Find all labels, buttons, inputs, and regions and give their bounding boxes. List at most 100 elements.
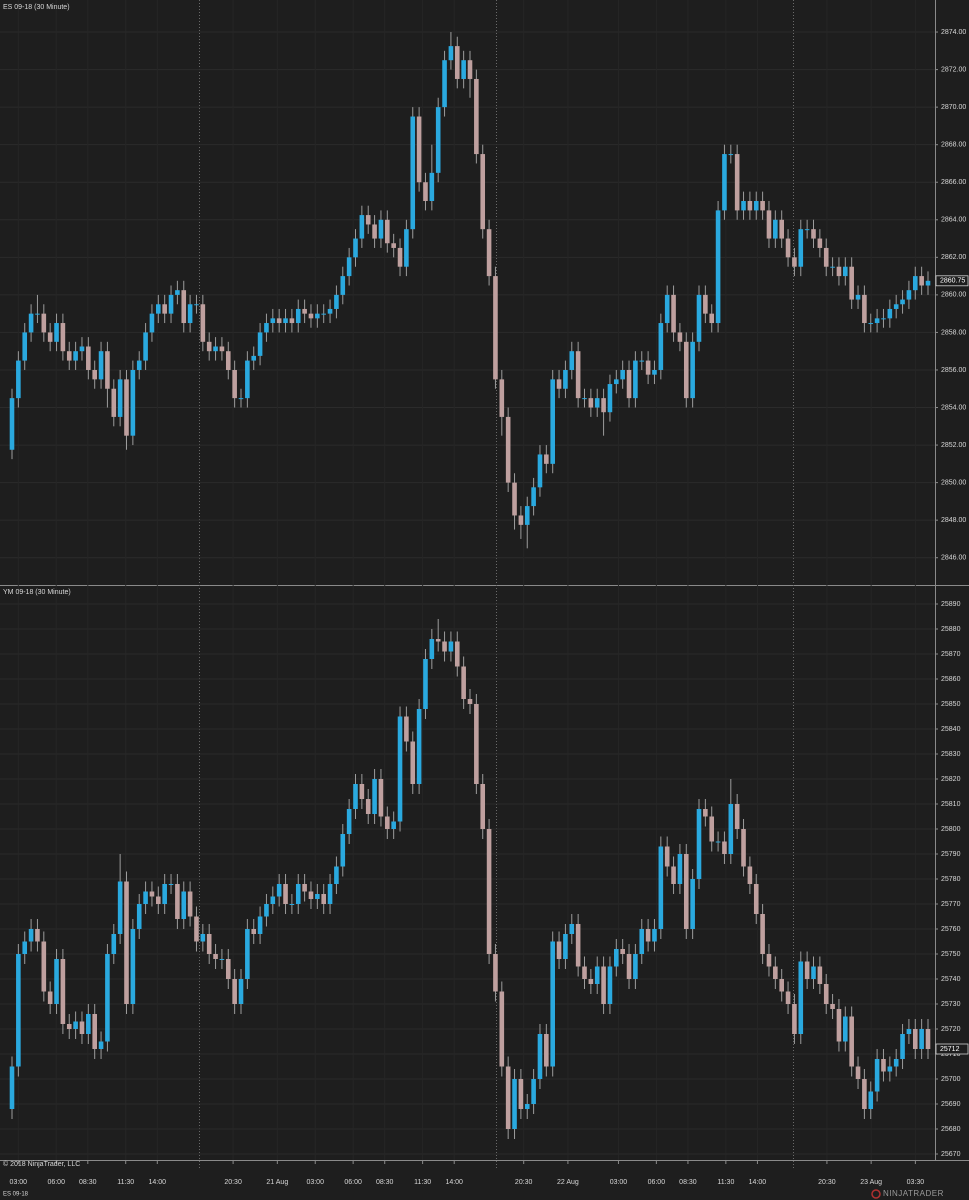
candle-body <box>435 107 441 173</box>
candle-body <box>512 1079 517 1129</box>
candle-body <box>728 154 734 156</box>
candle-body <box>16 954 21 1067</box>
y-tick-label: 25720 <box>941 1026 961 1033</box>
y-tick-label: 2846.00 <box>941 555 966 562</box>
y-tick-label: 2848.00 <box>941 517 966 524</box>
candle-body <box>499 379 505 417</box>
candle-body <box>817 966 823 984</box>
candle-body <box>79 1021 85 1034</box>
candle-body <box>493 276 498 380</box>
candle-body <box>855 1066 861 1079</box>
candle-body <box>225 351 231 370</box>
candle-body <box>766 954 772 967</box>
candle-body <box>677 854 683 884</box>
x-tick-label: 06:00 <box>47 1179 65 1186</box>
candle-body <box>251 929 257 934</box>
candle-body <box>187 304 193 324</box>
candle-body <box>569 924 575 934</box>
candle-body <box>35 929 40 942</box>
candle-body <box>741 201 746 211</box>
candle-body <box>225 959 231 979</box>
candle-body <box>232 369 237 399</box>
candle-body <box>251 355 257 361</box>
candle-body <box>518 515 524 525</box>
candle-body <box>454 641 460 667</box>
candle-body <box>550 379 555 464</box>
candle-body <box>823 984 829 1004</box>
candle-body <box>397 716 403 822</box>
candle-body <box>734 804 740 829</box>
y-tick-label: 25680 <box>941 1126 961 1133</box>
candle-body <box>359 784 365 799</box>
x-tick-label: 03:30 <box>907 1179 925 1186</box>
candle-body <box>442 60 447 108</box>
candle-body <box>906 1029 912 1034</box>
candle-body <box>340 276 346 295</box>
candle-body <box>22 332 28 361</box>
candle-body <box>620 369 625 380</box>
candle-body <box>308 313 314 319</box>
candle-body <box>289 904 295 905</box>
candle-body <box>124 379 129 436</box>
candle-body <box>54 323 59 342</box>
candle-body <box>582 966 587 979</box>
candle-body <box>111 934 117 954</box>
candle-body <box>60 323 66 352</box>
candle-body <box>760 201 765 211</box>
y-tick-label: 2850.00 <box>941 479 966 486</box>
candle-body <box>92 369 97 380</box>
x-tick-label: 03:00 <box>10 1179 28 1186</box>
candle-body <box>874 318 880 324</box>
y-tick-label: 25690 <box>941 1101 961 1108</box>
candle-body <box>715 841 721 843</box>
candle-body <box>200 304 206 342</box>
candle-body <box>9 1066 15 1109</box>
candle-body <box>798 961 804 1034</box>
candle-body <box>206 934 212 954</box>
candle-body <box>302 308 307 314</box>
candle-body <box>575 924 581 967</box>
x-tick-label: 08:30 <box>376 1179 394 1186</box>
candle-body <box>696 294 702 342</box>
candle-body <box>98 351 104 380</box>
x-tick-label: 20:30 <box>515 1179 533 1186</box>
x-tick-label: 03:00 <box>306 1179 324 1186</box>
candle-body <box>187 891 193 917</box>
candle-body <box>136 904 142 929</box>
candle-body <box>200 934 206 942</box>
y-tick-label: 25840 <box>941 726 961 733</box>
candle-body <box>512 482 517 516</box>
candle-body <box>683 854 689 929</box>
candle-body <box>518 1079 524 1109</box>
candle-body <box>41 941 47 992</box>
candle-body <box>671 294 676 333</box>
y-tick-label: 25770 <box>941 901 961 908</box>
candle-body <box>664 846 670 867</box>
candle-body <box>524 1104 530 1109</box>
candle-body <box>410 741 416 784</box>
candle-body <box>149 313 155 333</box>
candle-body <box>175 290 180 295</box>
candle-body <box>563 369 568 389</box>
y-tick-label: 25790 <box>941 851 961 858</box>
candle-body <box>855 294 861 300</box>
candle-body <box>925 1029 931 1049</box>
price-marker-box <box>935 275 969 287</box>
candle-body <box>696 809 702 879</box>
candle-body <box>874 1059 880 1092</box>
candle-body <box>836 1009 842 1042</box>
candle-body <box>614 379 619 385</box>
candle-body <box>722 841 727 854</box>
candle-body <box>830 266 835 268</box>
candle-body <box>804 229 810 231</box>
candle-body <box>715 210 721 324</box>
candle-body <box>569 351 575 370</box>
candle-body <box>785 991 791 1004</box>
candle-body <box>671 866 676 884</box>
candle-body <box>206 341 212 352</box>
candle-body <box>79 346 85 352</box>
candle-body <box>480 154 486 230</box>
candle-body <box>334 294 339 309</box>
candle-body <box>372 224 377 239</box>
